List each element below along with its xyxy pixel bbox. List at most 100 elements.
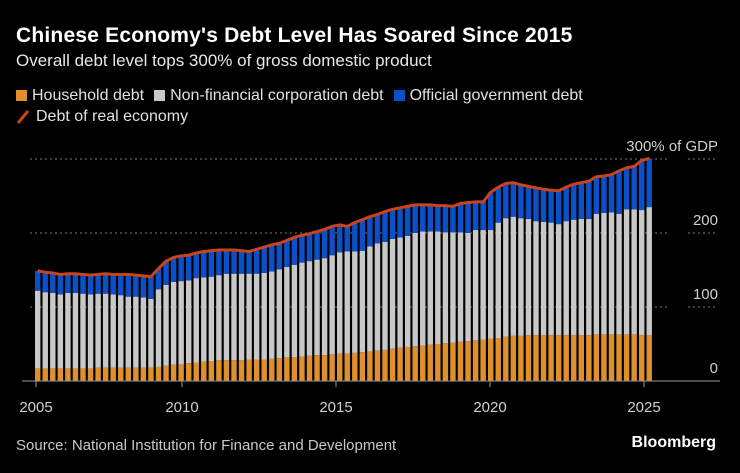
corporate-bar [186,280,192,364]
corporate-bar [57,294,64,369]
corporate-bar [72,292,79,369]
government-bar [639,160,645,211]
government-bar [253,249,260,274]
household-bar [276,358,282,381]
government-bar [442,205,449,233]
household-bar [50,368,56,381]
corporate-bar [50,292,56,369]
household-bar [389,348,396,381]
corporate-bar [442,232,449,344]
household-bar [246,359,252,381]
government-bar [601,176,607,214]
corporate-bar [306,261,313,356]
household-bar [148,367,154,381]
household-bar [404,346,411,381]
corporate-bar [299,262,305,357]
household-bar [110,367,116,381]
household-bar [616,334,622,381]
corporate-bar [276,269,282,359]
government-bar [261,247,267,273]
household-bar [623,334,630,381]
corporate-bar [397,237,403,348]
x-tick-label: 2025 [627,399,660,416]
x-tick-label: 2005 [19,399,52,416]
household-bar [329,354,335,381]
government-bar [631,166,637,210]
legend-label: Household debt [32,86,145,104]
government-bar [503,183,509,219]
government-bar [163,261,169,285]
corporate-bar [253,273,260,360]
corporate-bar [216,275,222,361]
government-bar [495,187,501,223]
household-bar [208,361,215,381]
government-bar [344,226,350,252]
household-bar [548,335,554,381]
corporate-bar [623,209,630,335]
government-bar [50,272,56,293]
government-bar [42,272,48,293]
corporate-bar [503,218,509,337]
government-bar [314,231,320,260]
household-bar [170,364,177,381]
source-note: Source: National Institution for Finance… [16,437,397,454]
government-bar [291,237,298,265]
legend-item-household: Household debt [16,87,144,105]
government-bar [125,274,131,297]
government-bar [472,201,479,231]
government-bar [359,219,366,251]
corporate-bar [593,213,600,335]
household-bar [291,357,298,381]
government-bar [329,226,335,256]
government-bar [374,214,381,244]
corporate-bar [450,232,456,343]
household-bar [155,366,162,381]
line-swatch-icon [16,109,30,124]
government-bar [389,209,396,239]
household-bar [178,363,184,381]
government-bar [397,207,403,238]
corporate-bar [616,213,622,335]
government-bar [525,186,532,219]
corporate-bar [571,219,577,336]
government-bar [450,206,456,233]
x-tick-label: 2015 [319,399,352,416]
household-bar [412,346,418,381]
government-bar [299,235,305,263]
household-bar [571,335,577,381]
corporate-bar [374,243,381,351]
corporate-bar [367,246,373,352]
corporate-bar [65,292,71,369]
household-bar [359,352,366,381]
household-bar [525,335,532,381]
corporate-bar [110,294,116,368]
household-bar [427,344,433,381]
household-bar [223,360,230,381]
corporate-bar [269,271,275,359]
government-bar [488,192,494,231]
corporate-bar [102,293,109,368]
government-bar [238,250,245,274]
corporate-bar [291,264,298,358]
household-bar [510,335,517,381]
government-bar [284,240,290,268]
corporate-bar [87,294,94,369]
household-swatch [16,90,27,101]
government-bar [80,274,86,294]
government-bar [435,205,441,232]
corporate-bar [329,255,335,355]
government-bar [465,202,471,233]
government-bar [95,274,101,294]
corporate-bar [480,230,486,340]
household-bar [299,356,305,381]
household-bar [95,367,101,381]
corporate-bar [586,218,592,336]
household-bar [261,359,267,381]
corporate-bar [472,230,479,341]
corporate-bar [488,230,494,339]
corporate-bar [284,267,290,358]
household-bar [450,342,456,381]
household-bar [65,368,71,381]
government-bar [367,216,373,247]
